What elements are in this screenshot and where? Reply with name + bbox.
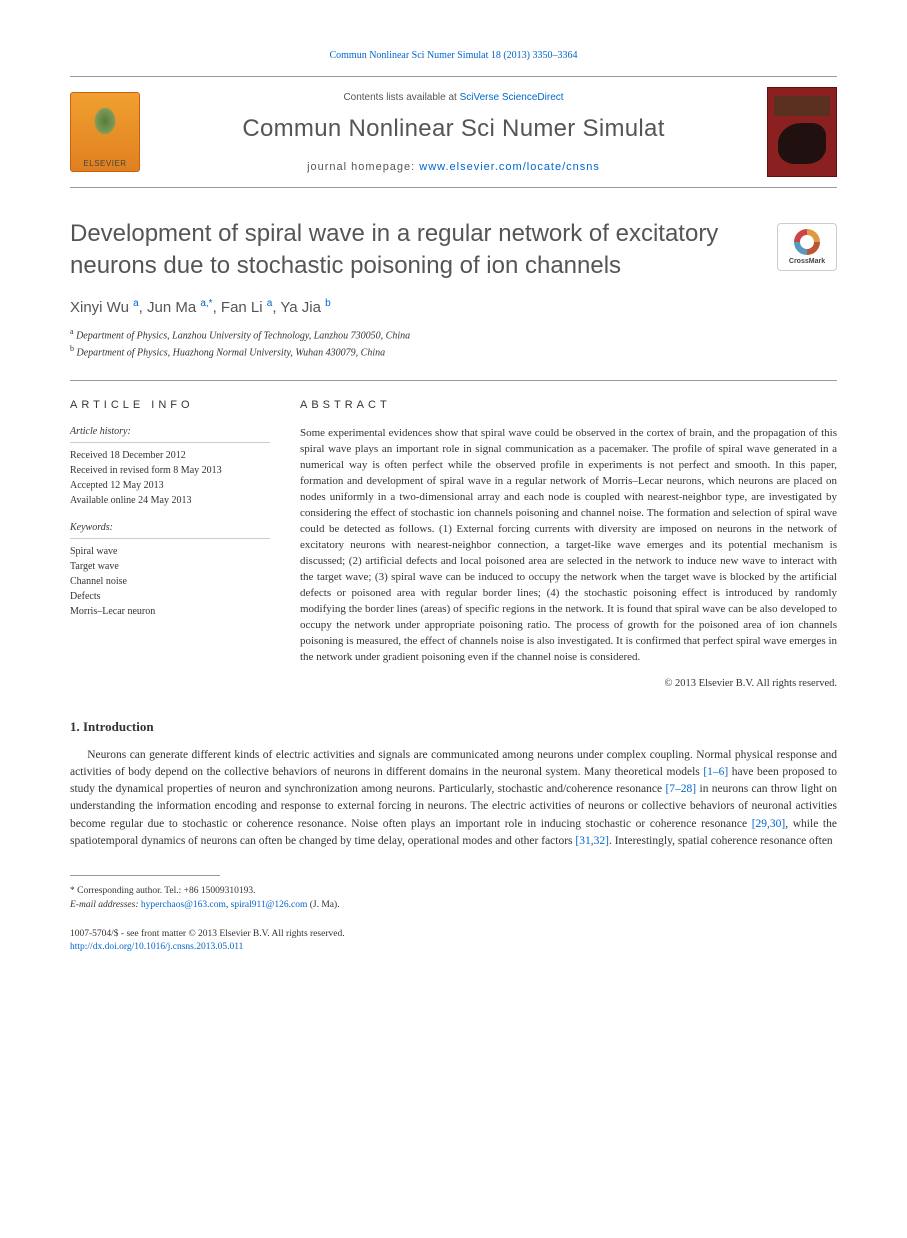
affiliations: a Department of Physics, Lanzhou Univers… [70, 326, 837, 361]
keyword-item: Defects [70, 589, 270, 604]
history-line: Available online 24 May 2013 [70, 493, 270, 508]
ref-link[interactable]: [29,30] [752, 818, 786, 830]
email-label: E-mail addresses: [70, 900, 141, 910]
email-link-2[interactable]: spiral911@126.com [231, 900, 308, 910]
banner-center: Contents lists available at SciVerse Sci… [140, 92, 767, 173]
crossmark-label: CrossMark [789, 258, 825, 265]
affiliation-line: b Department of Physics, Huazhong Normal… [70, 343, 837, 360]
elsevier-label: ELSEVIER [71, 159, 139, 168]
contents-available-line: Contents lists available at SciVerse Sci… [155, 92, 752, 103]
corresponding-author-note: * Corresponding author. Tel.: +86 150093… [70, 884, 837, 913]
email-suffix: (J. Ma). [307, 900, 339, 910]
section-1: 1. Introduction Neurons can generate dif… [70, 719, 837, 851]
crossmark-icon [794, 229, 820, 255]
history-line: Received 18 December 2012 [70, 448, 270, 463]
email-link-1[interactable]: hyperchaos@163.com [141, 900, 226, 910]
ref-link[interactable]: [31,32] [575, 835, 609, 847]
intro-paragraph: Neurons can generate different kinds of … [70, 747, 837, 851]
keyword-item: Target wave [70, 559, 270, 574]
keyword-item: Spiral wave [70, 544, 270, 559]
section-1-heading: 1. Introduction [70, 719, 837, 735]
contents-prefix: Contents lists available at [343, 92, 459, 103]
abstract-heading: ABSTRACT [300, 399, 837, 411]
affiliation-line: a Department of Physics, Lanzhou Univers… [70, 326, 837, 343]
keywords-block: Spiral waveTarget waveChannel noiseDefec… [70, 541, 270, 619]
keyword-item: Channel noise [70, 574, 270, 589]
history-line: Accepted 12 May 2013 [70, 478, 270, 493]
running-header: Commun Nonlinear Sci Numer Simulat 18 (2… [70, 50, 837, 61]
elsevier-logo[interactable]: ELSEVIER [70, 92, 140, 172]
abstract-text: Some experimental evidences show that sp… [300, 426, 837, 665]
journal-banner: ELSEVIER Contents lists available at Sci… [70, 76, 837, 188]
journal-homepage: journal homepage: www.elsevier.com/locat… [155, 161, 752, 173]
corresponding-emails: E-mail addresses: hyperchaos@163.com, sp… [70, 898, 837, 912]
ref-link[interactable]: [1–6] [703, 766, 728, 778]
issn-line: 1007-5704/$ - see front matter © 2013 El… [70, 928, 837, 941]
keywords-label: Keywords: [70, 522, 270, 539]
article-info-heading: ARTICLE INFO [70, 399, 270, 411]
corresponding-tel: * Corresponding author. Tel.: +86 150093… [70, 884, 837, 898]
homepage-link[interactable]: www.elsevier.com/locate/cnsns [419, 161, 600, 173]
article-title: Development of spiral wave in a regular … [70, 218, 762, 283]
title-block: Development of spiral wave in a regular … [70, 218, 837, 283]
history-block: Received 18 December 2012Received in rev… [70, 445, 270, 508]
page-container: Commun Nonlinear Sci Numer Simulat 18 (2… [0, 0, 907, 994]
journal-name: Commun Nonlinear Sci Numer Simulat [155, 115, 752, 143]
keyword-item: Morris–Lecar neuron [70, 604, 270, 619]
abstract-column: ABSTRACT Some experimental evidences sho… [300, 399, 837, 688]
crossmark-badge[interactable]: CrossMark [777, 223, 837, 271]
article-info-column: ARTICLE INFO Article history: Received 1… [70, 399, 270, 688]
abstract-copyright: © 2013 Elsevier B.V. All rights reserved… [300, 678, 837, 689]
doi-link[interactable]: http://dx.doi.org/10.1016/j.cnsns.2013.0… [70, 942, 243, 952]
journal-cover-thumbnail[interactable] [767, 87, 837, 177]
info-abstract-row: ARTICLE INFO Article history: Received 1… [70, 380, 837, 688]
homepage-label: journal homepage: [307, 161, 419, 173]
author-list: Xinyi Wu a, Jun Ma a,*, Fan Li a, Ya Jia… [70, 298, 837, 316]
history-line: Received in revised form 8 May 2013 [70, 463, 270, 478]
footnote-separator [70, 875, 220, 876]
ref-link[interactable]: [7–28] [665, 783, 696, 795]
citation-link[interactable]: Commun Nonlinear Sci Numer Simulat 18 (2… [329, 50, 577, 61]
copyright-footer: 1007-5704/$ - see front matter © 2013 El… [70, 928, 837, 955]
history-label: Article history: [70, 426, 270, 443]
sciencedirect-link[interactable]: SciVerse ScienceDirect [460, 92, 564, 103]
